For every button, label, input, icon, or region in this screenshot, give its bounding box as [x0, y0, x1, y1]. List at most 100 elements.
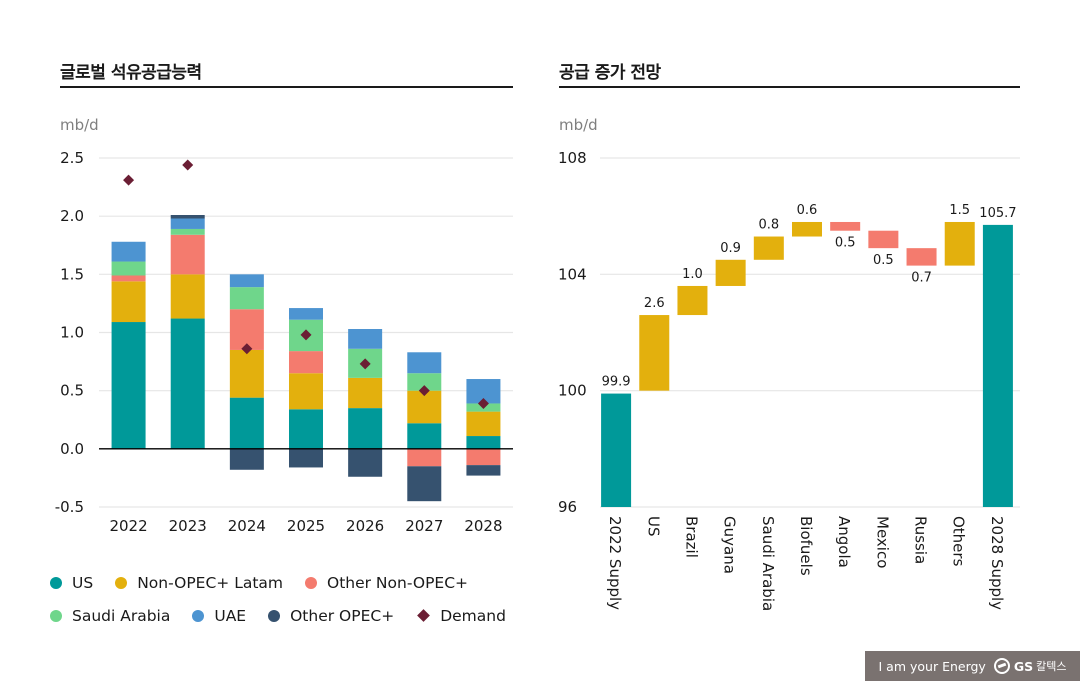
x-tick-label-saudi-arabia: Saudi Arabia	[759, 516, 777, 611]
demand-marker-2022	[123, 174, 135, 186]
legend-label-other-opec: Other OPEC+	[290, 606, 395, 625]
demand-marker-2027	[418, 385, 430, 397]
data-label-mexico: 0.5	[873, 253, 894, 268]
bar-segment-non-opec-latam-2026	[348, 377, 383, 409]
bar-segment-other-opec-2024	[229, 448, 264, 470]
legend-swatch-other-opec	[268, 609, 281, 622]
brand-footer: I am your Energy GS 칼텍스	[865, 651, 1080, 681]
bar-segment-other-non-opec-2028	[466, 448, 501, 466]
data-label-guyana: 0.9	[720, 241, 741, 256]
bar-segment-non-opec-latam-2023	[170, 274, 205, 319]
waterfall-bar-others	[944, 221, 975, 266]
bar-segment-us-2024	[229, 397, 264, 449]
x-tick-label: 2027	[405, 517, 443, 535]
data-label-2028-supply: 105.7	[979, 206, 1016, 221]
legend-label-us: US	[72, 573, 94, 592]
x-tick-label-biofuels: Biofuels	[797, 516, 815, 576]
data-label-biofuels: 0.6	[797, 203, 818, 218]
bar-segment-uae-2022	[111, 241, 146, 262]
bar-segment-uae-2025	[289, 308, 323, 320]
y-tick-label: 1.5	[60, 265, 84, 283]
legend-item-other-opec: Other OPEC+	[268, 607, 394, 625]
footer-brand-kr: 칼텍스	[1036, 660, 1067, 673]
waterfall-bar-russia	[906, 248, 937, 266]
stacked-bar-chart: 2.5 2.0 1.5 1.0 0.5 0.0 -0.5 2022 2023 2024 2025 20…	[55, 149, 513, 535]
legend-item-saudi: Saudi Arabia	[50, 607, 170, 625]
bar-segment-uae-2026	[348, 329, 383, 349]
right-title-rule	[559, 86, 1020, 88]
waterfall-bar-angola	[830, 221, 861, 231]
data-label-others: 1.5	[949, 203, 970, 218]
data-label-2022-supply: 99.9	[602, 375, 631, 390]
legend-swatch-latam	[115, 576, 128, 589]
x-tick-label-brazil: Brazil	[682, 516, 700, 558]
legend-item-demand: Demand	[416, 607, 506, 625]
y-tick-label: 108	[558, 149, 587, 167]
bar-segment-saudi-arabia-2022	[111, 261, 146, 276]
demand-marker-2025	[300, 329, 312, 341]
bar-segment-other-non-opec-2023	[170, 234, 205, 275]
waterfall-bar-guyana	[715, 259, 746, 286]
bar-segment-us-2022	[111, 322, 146, 449]
data-label-russia: 0.7	[911, 271, 932, 286]
y-tick-label: 2.5	[60, 149, 84, 167]
legend-swatch-us	[50, 576, 62, 589]
bar-segment-other-opec-2026	[348, 448, 383, 477]
y-tick-label: 96	[558, 498, 577, 516]
waterfall-chart: 108 104 100 96 99.9 2022 Supply 2.6 US 1.0 Brazil…	[558, 149, 1020, 611]
x-tick-label-mexico: Mexico	[873, 516, 891, 568]
y-tick-label: 100	[558, 382, 587, 400]
gs-logo-icon	[993, 658, 1010, 674]
bar-segment-us-2023	[170, 318, 205, 449]
bar-segment-uae-2023	[170, 218, 205, 229]
left-unit-label: mb/d	[60, 116, 99, 134]
waterfall-bar-saudi-arabia	[753, 236, 784, 260]
bar-segment-other-opec-2025	[289, 448, 323, 468]
x-tick-label-2022-supply: 2022 Supply	[606, 516, 624, 610]
right-unit-label: mb/d	[559, 116, 598, 134]
legend-label-saudi: Saudi Arabia	[72, 606, 171, 625]
footer-brand: GS	[1013, 658, 1034, 674]
legend-label-uae: UAE	[214, 606, 247, 625]
legend-swatch-saudi	[50, 609, 62, 622]
left-chart-title: 글로벌 석유공급능력	[60, 63, 202, 83]
bar-segment-non-opec-latam-2024	[229, 349, 264, 398]
legend-label-latam: Non-OPEC+ Latam	[137, 573, 283, 592]
data-label-us: 2.6	[644, 296, 665, 311]
x-tick-label: 2025	[287, 517, 325, 535]
legend-row-2: Saudi Arabia UAE Other OPEC+ Demand	[50, 599, 530, 632]
bar-segment-non-opec-latam-2025	[289, 373, 323, 410]
y-tick-label: 2.0	[60, 207, 84, 225]
x-tick-label: 2024	[228, 517, 266, 535]
x-tick-label-russia: Russia	[912, 516, 930, 564]
x-tick-label-2028-supply: 2028 Supply	[988, 516, 1006, 610]
bar-segment-saudi-arabia-2023	[170, 228, 205, 235]
data-label-saudi-arabia: 0.8	[758, 218, 779, 233]
y-tick-label: 0.5	[60, 382, 84, 400]
y-tick-label: 104	[558, 265, 587, 283]
waterfall-bar-mexico	[868, 230, 899, 249]
left-title-rule	[60, 86, 513, 88]
bar-segment-non-opec-latam-2022	[111, 281, 146, 323]
x-tick-label-us: US	[644, 516, 662, 537]
bar-segment-uae-2027	[407, 352, 442, 374]
bar-segment-us-2025	[289, 409, 323, 449]
bar-segment-other-opec-2023	[170, 215, 205, 219]
legend-item-us: US	[50, 574, 93, 592]
legend-item-uae: UAE	[192, 607, 246, 625]
legend-label-demand: Demand	[440, 606, 506, 625]
waterfall-bar-2028-supply	[982, 224, 1013, 507]
bar-segment-us-2026	[348, 408, 383, 449]
bar-segment-saudi-arabia-2024	[229, 287, 264, 310]
bar-segment-other-opec-2028	[466, 465, 501, 476]
legend-item-latam: Non-OPEC+ Latam	[115, 574, 283, 592]
bar-segment-saudi-arabia-2027	[407, 373, 442, 391]
x-tick-label-guyana: Guyana	[721, 516, 739, 574]
x-tick-label: 2022	[109, 517, 147, 535]
bar-segment-non-opec-latam-2028	[466, 411, 501, 437]
x-tick-label: 2023	[169, 517, 207, 535]
right-chart-title: 공급 증가 전망	[559, 63, 661, 83]
data-label-brazil: 1.0	[682, 267, 703, 282]
waterfall-bar-2022-supply	[601, 393, 632, 507]
